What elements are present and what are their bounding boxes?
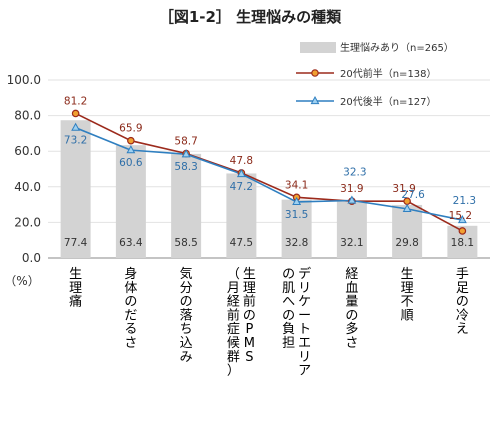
category-label: 生理不順 [401,267,414,323]
category-label: 気分の落ち込み [180,266,193,365]
bar [336,200,367,258]
bar-value-label: 77.4 [64,237,88,249]
bar [115,145,146,258]
legend-label-20s-early: 20代前半（n=138） [340,67,437,80]
legend-marker-20s-early [311,69,319,77]
point-label-20s-late: 27.6 [401,189,425,201]
point-label-20s-early: 47.8 [230,155,253,167]
category-label: 手足の冷え [456,267,469,337]
category-label: 経血量の多さ [345,267,358,351]
y-tick-label: 40.0 [14,180,41,194]
point-label-20s-early: 31.9 [392,183,415,195]
point-20s-late [181,149,191,158]
bar-value-label: 18.1 [451,237,474,249]
bar [281,199,312,258]
y-tick-label: 20.0 [14,215,41,229]
series-line-20s-early [75,112,463,232]
point-label-20s-late: 21.3 [453,195,476,207]
legend-bar-swatch [300,42,336,53]
point-20s-late [236,168,246,178]
point-label-20s-late: 60.6 [119,157,143,169]
bar [171,153,202,258]
point-label-20s-late: 73.2 [64,135,87,147]
bar-value-label: 32.1 [340,237,363,249]
chart-title: ［図1-2］ 生理悩みの種類 [158,8,342,26]
category-label: デリケートエリアの肌への負担 [282,266,311,379]
point-label-20s-early: 81.2 [64,95,87,107]
legend-label-all: 生理悩みあり（n=265） [340,41,454,54]
bar [392,204,423,258]
bar-value-label: 63.4 [119,237,143,249]
bar-value-label: 58.5 [174,237,197,249]
unit-label: （%） [4,274,39,288]
point-label-20s-late: 32.3 [343,167,366,179]
y-tick-label: 80.0 [14,109,41,123]
point-20s-late [71,122,81,131]
legend-label-20s-late: 20代後半（n=127） [340,95,437,108]
point-label-20s-early: 31.9 [340,183,363,195]
series-line-20s-late [75,126,463,221]
point-20s-late [126,145,136,154]
point-label-20s-late: 47.2 [230,181,253,193]
bar-value-label: 47.5 [230,237,253,249]
legend-marker-20s-late [310,95,320,105]
point-label-20s-late: 58.3 [174,161,197,173]
point-20s-late [457,215,467,224]
point-20s-early [458,227,467,235]
point-label-20s-early: 15.2 [449,210,472,222]
y-tick-label: 100.0 [7,73,41,87]
bar [226,173,257,258]
point-20s-early [127,136,135,145]
point-label-20s-early: 34.1 [285,179,308,191]
category-label: 生理痛 [69,267,82,310]
category-label: 生理前の P M S（月経前症候群） [227,267,256,379]
point-20s-late [402,203,412,212]
bar [60,120,91,258]
bar-value-label: 32.8 [285,237,308,249]
point-label-20s-early: 58.7 [174,136,197,148]
point-20s-late [292,196,302,206]
category-label: 身体のだるさ [124,266,137,351]
point-20s-late [347,195,357,204]
point-20s-early [71,109,80,118]
point-label-20s-late: 31.5 [285,209,308,221]
point-label-20s-early: 65.9 [119,123,142,135]
y-tick-label: 60.0 [14,144,41,158]
bar-value-label: 29.8 [395,237,418,249]
y-tick-label: 0.0 [22,251,41,265]
